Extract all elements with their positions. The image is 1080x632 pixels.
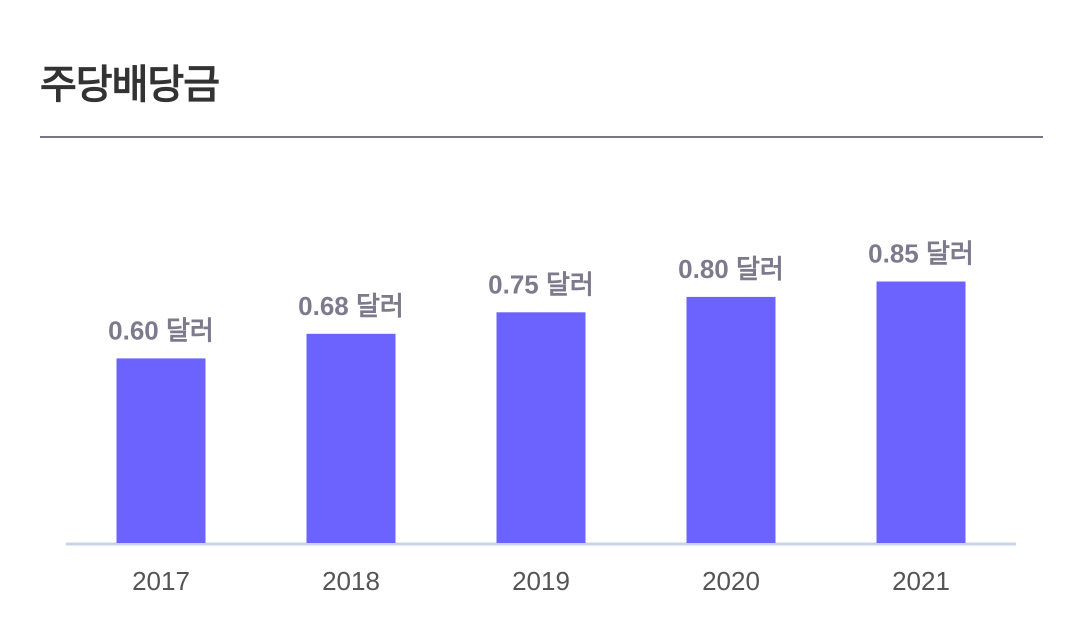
value-label-2019: 0.75 달러 xyxy=(488,269,594,299)
bar-2020 xyxy=(686,296,776,543)
x-tick-label-2020: 2020 xyxy=(702,566,760,596)
bar-2021 xyxy=(876,281,966,543)
x-tick-label-2018: 2018 xyxy=(322,566,380,596)
bar-2017 xyxy=(116,358,206,543)
value-label-2020: 0.80 달러 xyxy=(678,254,784,284)
bar-2019 xyxy=(496,312,586,543)
bar-2018 xyxy=(306,333,396,543)
x-tick-label-2019: 2019 xyxy=(512,566,570,596)
title-divider xyxy=(40,136,1043,138)
value-label-2017: 0.60 달러 xyxy=(108,315,214,345)
x-tick-label-2021: 2021 xyxy=(892,566,950,596)
value-label-2018: 0.68 달러 xyxy=(298,291,404,321)
chart-title: 주당배당금 xyxy=(40,62,220,108)
value-label-2021: 0.85 달러 xyxy=(868,239,974,269)
x-tick-label-2017: 2017 xyxy=(132,566,190,596)
